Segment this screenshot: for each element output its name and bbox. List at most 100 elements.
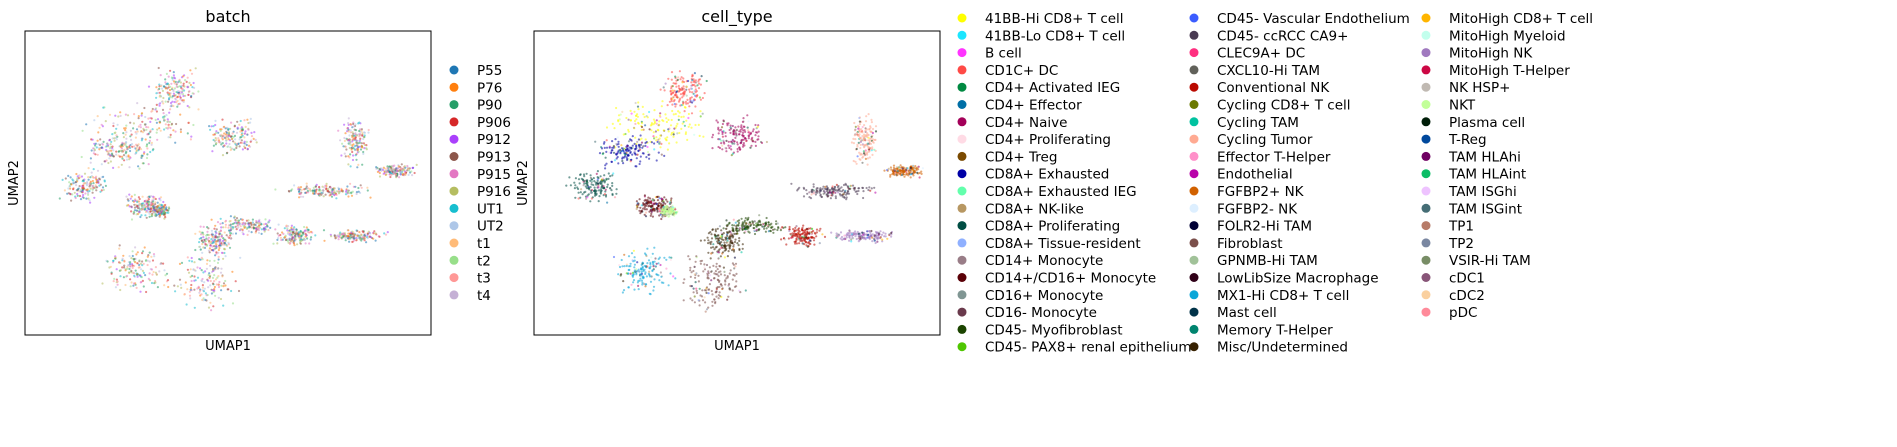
scatter-point — [207, 236, 210, 239]
scatter-point — [131, 266, 134, 269]
scatter-point — [659, 271, 662, 274]
scatter-point — [362, 152, 365, 155]
scatter-point — [717, 274, 720, 278]
scatter-point — [637, 101, 640, 104]
scatter-point — [631, 144, 634, 147]
scatter-point — [354, 185, 357, 188]
scatter-point — [712, 243, 715, 246]
scatter-point — [74, 181, 77, 184]
scatter-point — [386, 166, 389, 169]
scatter-point — [224, 284, 227, 287]
scatter-point — [357, 148, 360, 151]
scatter-point — [164, 78, 167, 81]
scatter-point — [284, 238, 287, 242]
scatter-point — [310, 236, 313, 239]
scatter-point — [162, 200, 165, 204]
scatter-point — [635, 165, 638, 168]
scatter-point — [82, 193, 85, 197]
scatter-point — [733, 140, 736, 143]
scatter-point — [630, 283, 633, 286]
scatter-point — [829, 197, 832, 200]
scatter-point — [174, 130, 177, 133]
scatter-point — [119, 261, 122, 264]
scatter-point — [338, 234, 341, 237]
scatter-point — [152, 205, 155, 208]
scatter-point — [137, 115, 140, 118]
scatter-point — [91, 185, 94, 188]
scatter-point — [737, 125, 740, 128]
scatter-point — [857, 187, 860, 190]
scatter-point — [144, 207, 147, 210]
scatter-point — [399, 173, 402, 176]
scatter-point — [873, 186, 876, 189]
scatter-point — [730, 148, 733, 151]
scatter-point — [605, 126, 609, 129]
scatter-point — [689, 269, 692, 272]
scatter-point — [674, 105, 677, 108]
scatter-point — [199, 267, 202, 270]
scatter-point — [116, 280, 119, 283]
scatter-point — [100, 189, 103, 192]
scatter-point — [117, 150, 120, 153]
scatter-point — [644, 138, 647, 141]
scatter-point — [374, 232, 377, 235]
scatter-point — [677, 115, 680, 118]
scatter-point — [873, 234, 876, 237]
scatter-point — [733, 142, 736, 145]
scatter-point — [669, 272, 672, 275]
scatter-point — [713, 277, 716, 280]
legend-item: UT2 — [449, 219, 504, 235]
scatter-point — [160, 213, 163, 216]
scatter-point — [890, 168, 893, 171]
scatter-point — [93, 119, 96, 122]
scatter-point — [229, 227, 233, 230]
scatter-point — [870, 187, 873, 190]
scatter-point — [762, 223, 765, 226]
scatter-point — [857, 141, 860, 144]
scatter-point — [862, 150, 865, 153]
scatter-point — [686, 138, 689, 141]
scatter-point — [858, 129, 861, 132]
scatter-point — [857, 232, 860, 235]
scatter-point — [641, 281, 644, 284]
scatter-point — [772, 231, 775, 234]
scatter-point — [155, 92, 158, 95]
scatter-point — [691, 101, 694, 104]
scatter-point — [711, 293, 714, 296]
scatter-point — [98, 177, 101, 180]
scatter-point — [343, 152, 346, 155]
scatter-point — [697, 87, 701, 90]
scatter-point — [153, 214, 156, 217]
scatter-point — [176, 105, 179, 108]
scatter-point — [99, 183, 102, 186]
scatter-point — [363, 143, 366, 146]
legend-item: P90 — [449, 98, 502, 114]
scatter-point — [822, 189, 825, 193]
scatter-point — [283, 236, 286, 239]
scatter-point — [650, 256, 653, 259]
scatter-point — [116, 283, 119, 286]
scatter-point — [732, 128, 736, 132]
scatter-point — [231, 302, 235, 305]
scatter-point — [626, 147, 629, 150]
scatter-point — [852, 137, 855, 140]
scatter-point — [835, 189, 838, 192]
scatter-point — [754, 123, 757, 127]
scatter-point — [299, 195, 302, 198]
scatter-point — [698, 304, 701, 307]
scatter-point — [874, 125, 878, 128]
scatter-point — [892, 166, 895, 169]
scatter-point — [250, 226, 253, 229]
scatter-point — [893, 168, 896, 171]
scatter-point — [717, 297, 720, 300]
scatter-point — [245, 140, 248, 143]
scatter-point — [892, 172, 895, 175]
scatter-point — [614, 138, 617, 141]
scatter-point — [719, 273, 723, 276]
scatter-point — [98, 126, 101, 129]
scatter-point — [347, 123, 350, 126]
legend-label: P76 — [477, 80, 502, 96]
scatter-point — [247, 121, 250, 125]
scatter-point — [652, 118, 656, 121]
scatter-point — [202, 290, 206, 293]
